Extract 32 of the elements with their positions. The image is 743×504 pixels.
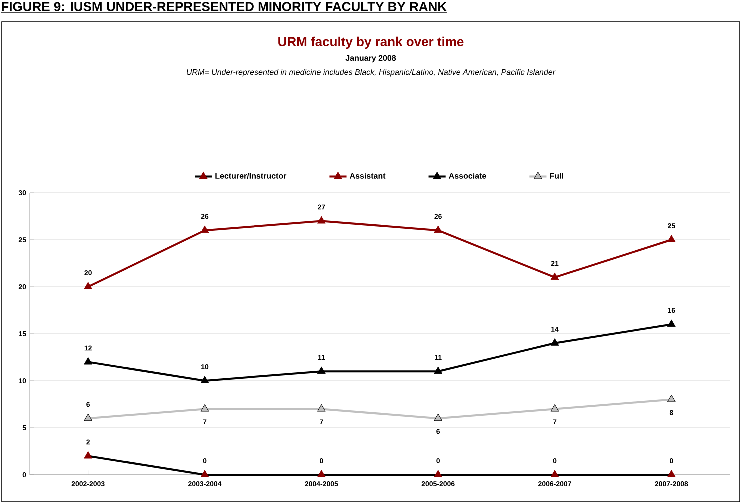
point — [200, 404, 210, 412]
chart-subtitle: January 2008 — [346, 55, 396, 63]
legend-label: Assistant — [350, 173, 386, 179]
point — [84, 357, 92, 365]
point — [668, 470, 676, 478]
legend-label: Lecturer/Instructor — [216, 173, 287, 179]
point — [200, 470, 210, 478]
point — [550, 338, 560, 346]
point — [550, 470, 560, 478]
point — [84, 282, 92, 290]
point — [668, 235, 676, 242]
point — [318, 216, 326, 224]
point — [550, 404, 560, 412]
point — [318, 366, 326, 374]
legend-label: Associate — [449, 173, 486, 179]
point — [318, 404, 326, 412]
point — [84, 414, 92, 422]
point — [84, 451, 92, 459]
point — [434, 226, 442, 234]
chart-title: URM faculty by rank over time — [278, 36, 464, 50]
point — [434, 366, 442, 374]
point — [200, 376, 210, 384]
point — [318, 470, 326, 478]
point — [550, 272, 560, 280]
point — [668, 395, 676, 402]
point — [200, 226, 210, 234]
point — [434, 414, 442, 422]
point — [668, 320, 676, 328]
text: URM= Under-represented in medicine includes Black, Hispanic/Latino, Native American, Pacific Islander — [187, 69, 556, 77]
legend-label: Full — [550, 173, 564, 179]
point — [434, 470, 442, 478]
caption: FIGURE 9: IUSM UNDER-REPRESENTED MINORITY FACULTY BY RANK — [2, 2, 447, 12]
